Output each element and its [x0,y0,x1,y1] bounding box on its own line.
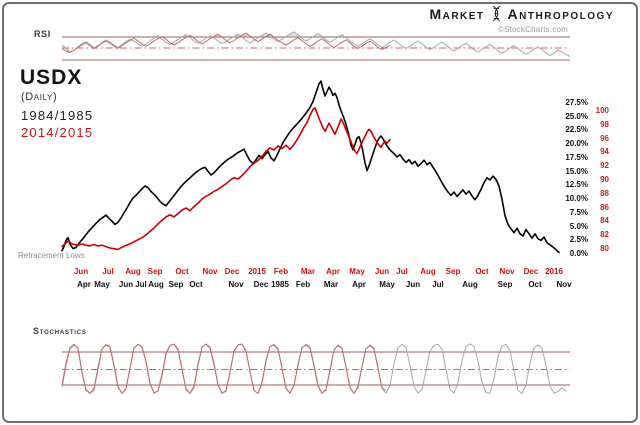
chart-subtitle: (Daily) [21,91,58,103]
retracement-lows-annotation: Retracement Lows [18,251,85,260]
chart-title: USDX [20,66,83,89]
legend-1984-1985: 1984/1985 [21,108,94,123]
brand-logo: Market Anthropology [429,5,614,22]
dna-icon [492,5,500,22]
rsi-panel-label: RSI [34,29,51,39]
brand-word-anthropology: Anthropology [507,6,614,22]
stockcharts-credit: ©StockCharts.com [497,25,568,34]
legend-2014-2015: 2014/2015 [21,125,94,140]
brand-word-market: Market [429,6,485,22]
stochastics-panel-label: Stochastics [33,326,87,336]
